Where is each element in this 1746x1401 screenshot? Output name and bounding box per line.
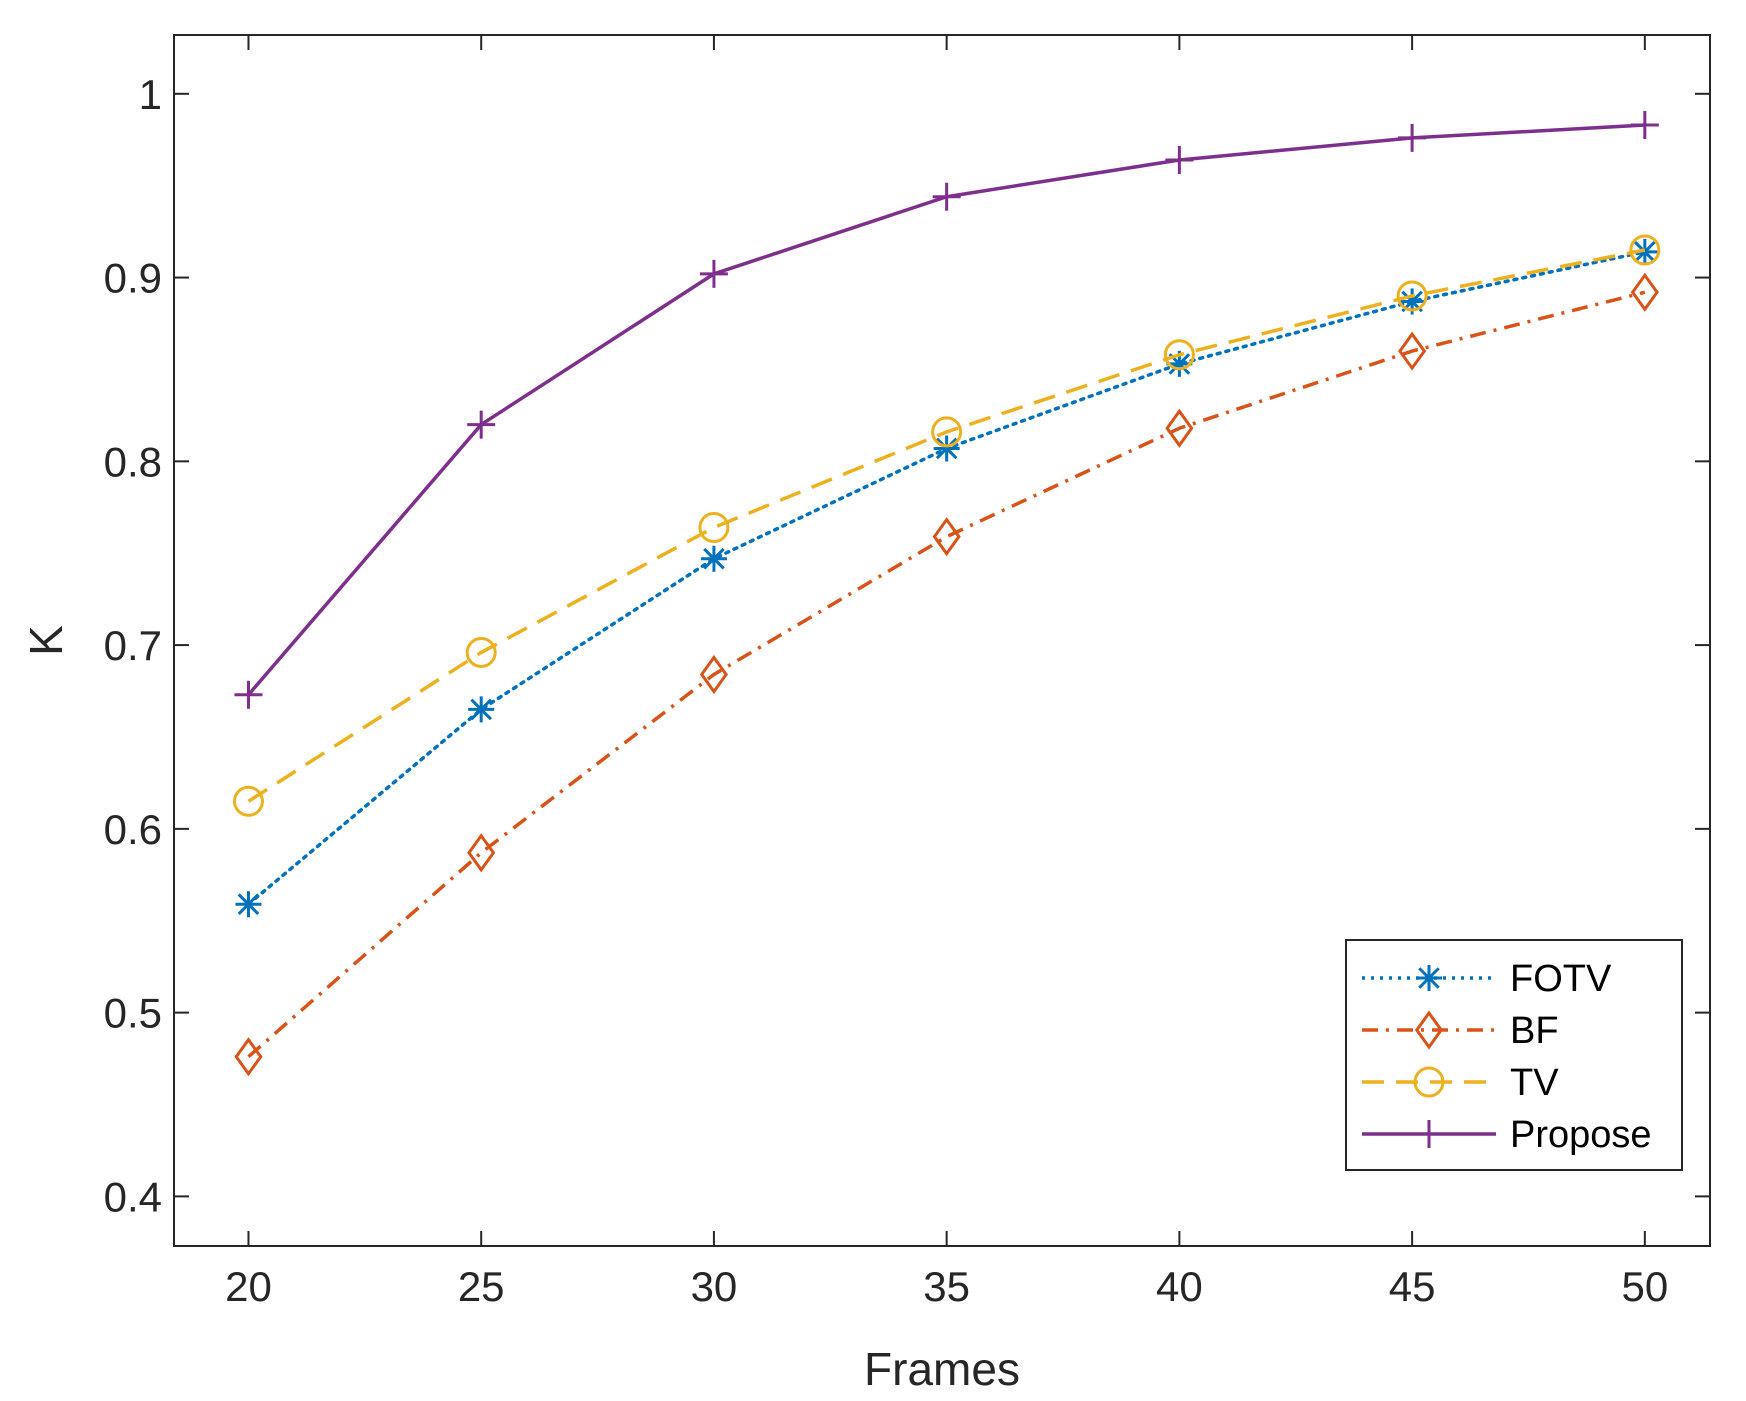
data-point-tv — [698, 511, 730, 543]
data-point-propose — [467, 410, 496, 439]
legend: FOTV BF TV Propose — [1345, 939, 1683, 1171]
x-axis-title: Frames — [864, 1343, 1020, 1395]
data-point-propose — [1398, 123, 1427, 152]
data-point-fotv — [1631, 238, 1658, 265]
axis-ticks: 20 25 30 35 40 45 50 0.4 0.5 0.6 0.7 0.8 0.9 1 — [104, 35, 1710, 1310]
legend-box — [1345, 939, 1683, 1171]
y-tick-label: 0.9 — [104, 255, 162, 302]
data-point-fotv — [468, 696, 495, 723]
legend-marker-fotv — [1416, 965, 1442, 991]
data-point-tv — [465, 636, 497, 668]
y-tick-label: 0.7 — [104, 622, 162, 669]
legend-marker-propose — [1415, 1120, 1443, 1148]
series-line-tv — [247, 248, 1646, 803]
data-point-propose — [699, 259, 728, 288]
series-line-fotv — [246, 250, 1647, 906]
y-axis-title: K — [20, 625, 72, 656]
data-point-fotv — [933, 435, 960, 462]
series-tv — [232, 234, 1661, 817]
data-point-fotv — [1166, 350, 1193, 377]
data-point-tv — [1163, 339, 1195, 371]
legend-marker-tv — [1413, 1066, 1445, 1098]
x-tick-label: 30 — [691, 1263, 738, 1310]
x-tick-label: 25 — [458, 1263, 505, 1310]
series-propose — [234, 111, 1659, 709]
y-tick-label: 1 — [139, 71, 162, 118]
data-point-bf — [699, 654, 729, 695]
data-point-fotv — [235, 891, 262, 918]
data-point-bf — [932, 517, 961, 557]
legend-marker-bf — [1414, 1010, 1444, 1050]
x-tick-label: 45 — [1389, 1263, 1436, 1310]
data-point-bf — [234, 1037, 263, 1077]
legend-label-tv: TV — [1510, 1062, 1559, 1104]
data-point-bf — [467, 833, 496, 873]
axes-box — [173, 34, 1711, 1247]
data-point-bf — [1398, 331, 1427, 371]
x-tick-label: 20 — [225, 1263, 272, 1310]
legend-label-fotv: FOTV — [1510, 958, 1612, 1000]
y-tick-label: 0.5 — [104, 990, 162, 1037]
legend-label-bf: BF — [1510, 1010, 1559, 1052]
data-point-tv — [1629, 234, 1661, 266]
data-point-fotv — [700, 545, 727, 572]
legend-label-propose: Propose — [1510, 1114, 1652, 1156]
series-fotv — [235, 238, 1658, 918]
data-point-propose — [234, 680, 263, 709]
data-point-fotv — [1399, 288, 1426, 315]
data-point-propose — [1630, 111, 1659, 140]
series-line-bf — [247, 290, 1646, 1059]
data-point-bf — [1165, 408, 1194, 448]
data-point-bf — [1630, 272, 1659, 312]
x-tick-label: 50 — [1621, 1263, 1668, 1310]
data-point-tv — [931, 416, 963, 448]
data-point-propose — [1165, 145, 1194, 174]
y-tick-label: 0.4 — [104, 1173, 162, 1220]
series-bf — [234, 272, 1659, 1077]
data-point-tv — [232, 785, 264, 817]
y-tick-label: 0.6 — [104, 806, 162, 853]
x-tick-label: 35 — [923, 1263, 970, 1310]
x-tick-label: 40 — [1156, 1263, 1203, 1310]
data-point-tv — [1396, 280, 1428, 312]
plot-marks — [232, 111, 1661, 1077]
data-point-propose — [932, 182, 961, 211]
y-tick-label: 0.8 — [104, 438, 162, 485]
